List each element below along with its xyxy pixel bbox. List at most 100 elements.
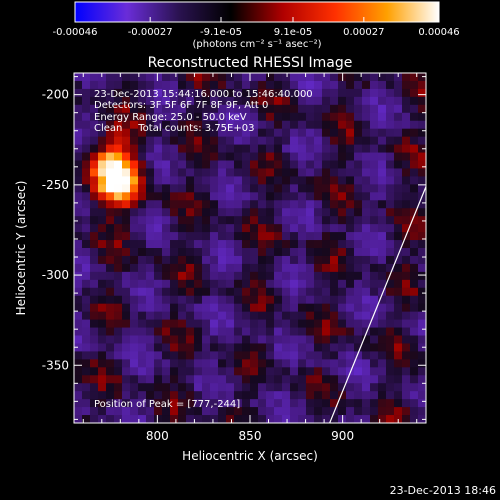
heatmap-pixel <box>178 208 187 217</box>
heatmap-pixel <box>218 263 227 273</box>
heatmap-pixel <box>410 319 419 329</box>
heatmap-pixel <box>114 224 123 233</box>
colorbar-tick-label: 9.1e-05 <box>274 27 312 38</box>
heatmap-pixel <box>370 279 379 289</box>
heatmap-pixel <box>138 152 147 162</box>
heatmap-pixel <box>266 96 275 106</box>
heatmap-pixel <box>122 152 131 162</box>
heatmap-pixel <box>226 200 235 209</box>
heatmap-pixel <box>138 160 147 170</box>
heatmap-pixel <box>338 128 347 138</box>
heatmap-pixel <box>274 232 283 241</box>
heatmap-pixel <box>234 80 243 90</box>
heatmap-pixel <box>258 96 267 106</box>
heatmap-pixel <box>82 248 91 257</box>
heatmap-pixel <box>82 319 91 329</box>
heatmap-pixel <box>402 240 411 249</box>
heatmap-pixel <box>322 311 331 321</box>
heatmap-pixel <box>186 295 195 305</box>
heatmap-pixel <box>114 112 123 122</box>
heatmap-pixel <box>370 255 379 265</box>
heatmap-pixel <box>146 327 155 337</box>
heatmap-pixel <box>234 200 243 209</box>
heatmap-pixel <box>386 367 395 376</box>
heatmap-pixel <box>98 120 107 130</box>
heatmap-pixel <box>346 375 355 384</box>
heatmap-pixel <box>330 88 339 98</box>
heatmap-pixel <box>74 271 83 281</box>
heatmap-pixel <box>146 367 155 376</box>
heatmap-pixel <box>402 303 411 313</box>
heatmap-pixel <box>418 407 426 416</box>
heatmap-pixel <box>234 351 243 360</box>
heatmap-pixel <box>314 335 323 345</box>
heatmap-pixel <box>362 120 371 130</box>
heatmap-pixel <box>154 287 163 297</box>
heatmap-pixel <box>202 327 211 337</box>
heatmap-pixel <box>234 96 243 106</box>
heatmap-pixel <box>386 73 395 82</box>
heatmap-pixel <box>242 136 251 146</box>
heatmap-pixel <box>298 383 307 392</box>
heatmap-pixel <box>146 319 155 329</box>
heatmap-pixel <box>138 335 147 345</box>
heatmap-pixel <box>82 104 91 114</box>
heatmap-pixel <box>202 271 211 281</box>
heatmap-pixel <box>178 407 187 416</box>
heatmap-pixel <box>162 248 171 257</box>
heatmap-pixel <box>210 112 219 122</box>
heatmap-pixel <box>290 375 299 384</box>
heatmap-pixel <box>218 399 227 408</box>
heatmap-pixel <box>250 311 259 321</box>
heatmap-pixel <box>250 335 259 345</box>
heatmap-pixel <box>346 415 355 423</box>
heatmap-pixel <box>114 335 123 345</box>
heatmap-pixel <box>98 263 107 273</box>
heatmap-pixel <box>346 399 355 408</box>
heatmap-pixel <box>298 112 307 122</box>
heatmap-pixel <box>194 104 203 114</box>
heatmap-pixel <box>282 104 291 114</box>
heatmap-pixel <box>402 319 411 329</box>
heatmap-pixel <box>338 399 347 408</box>
heatmap-pixel <box>122 303 131 313</box>
heatmap-pixel <box>186 192 195 201</box>
heatmap-pixel <box>330 303 339 313</box>
heatmap-pixel <box>178 295 187 305</box>
heatmap-pixel <box>146 112 155 122</box>
heatmap-pixel <box>282 176 291 185</box>
plot-timestamp: 23-Dec-2013 18:46 <box>390 484 496 497</box>
heatmap-pixel <box>170 224 179 233</box>
heatmap-pixel <box>338 216 347 225</box>
heatmap-pixel <box>354 287 363 297</box>
heatmap-pixel <box>354 248 363 257</box>
heatmap-pixel <box>250 224 259 233</box>
heatmap-pixel <box>290 112 299 122</box>
heatmap-pixel <box>290 391 299 400</box>
heatmap-pixel <box>250 112 259 122</box>
heatmap-pixel <box>226 88 235 98</box>
heatmap-pixel <box>346 216 355 225</box>
heatmap-pixel <box>322 216 331 225</box>
x-axis: 800 850 900 <box>82 73 418 443</box>
x-tick-label: 800 <box>146 429 169 443</box>
heatmap-pixel <box>194 232 203 241</box>
heatmap-pixel <box>418 104 426 114</box>
heatmap-pixel <box>330 295 339 305</box>
heatmap-pixel <box>170 128 179 138</box>
heatmap-pixel <box>418 160 426 170</box>
heatmap-pixel <box>394 73 403 82</box>
heatmap-pixel <box>274 160 283 170</box>
heatmap-pixel <box>178 176 187 185</box>
heatmap-pixel <box>410 303 419 313</box>
heatmap-pixel <box>386 240 395 249</box>
heatmap-pixel <box>122 295 131 305</box>
heatmap-pixel <box>242 271 251 281</box>
heatmap-pixel <box>314 128 323 138</box>
heatmap-pixel <box>154 152 163 162</box>
heatmap-pixel <box>162 88 171 98</box>
heatmap-pixel <box>314 208 323 217</box>
heatmap-pixel <box>258 128 267 138</box>
heatmap-pixel <box>90 303 99 313</box>
